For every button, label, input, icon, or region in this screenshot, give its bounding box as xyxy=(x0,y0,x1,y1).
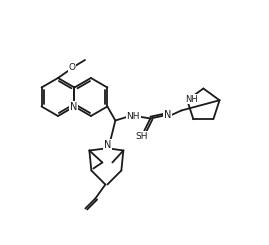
Text: N: N xyxy=(104,139,111,149)
Text: SH: SH xyxy=(135,132,148,141)
Text: N: N xyxy=(70,101,77,111)
Text: N: N xyxy=(164,110,171,121)
Text: NH: NH xyxy=(127,112,140,121)
Text: NH: NH xyxy=(185,95,197,104)
Text: O: O xyxy=(69,63,76,73)
